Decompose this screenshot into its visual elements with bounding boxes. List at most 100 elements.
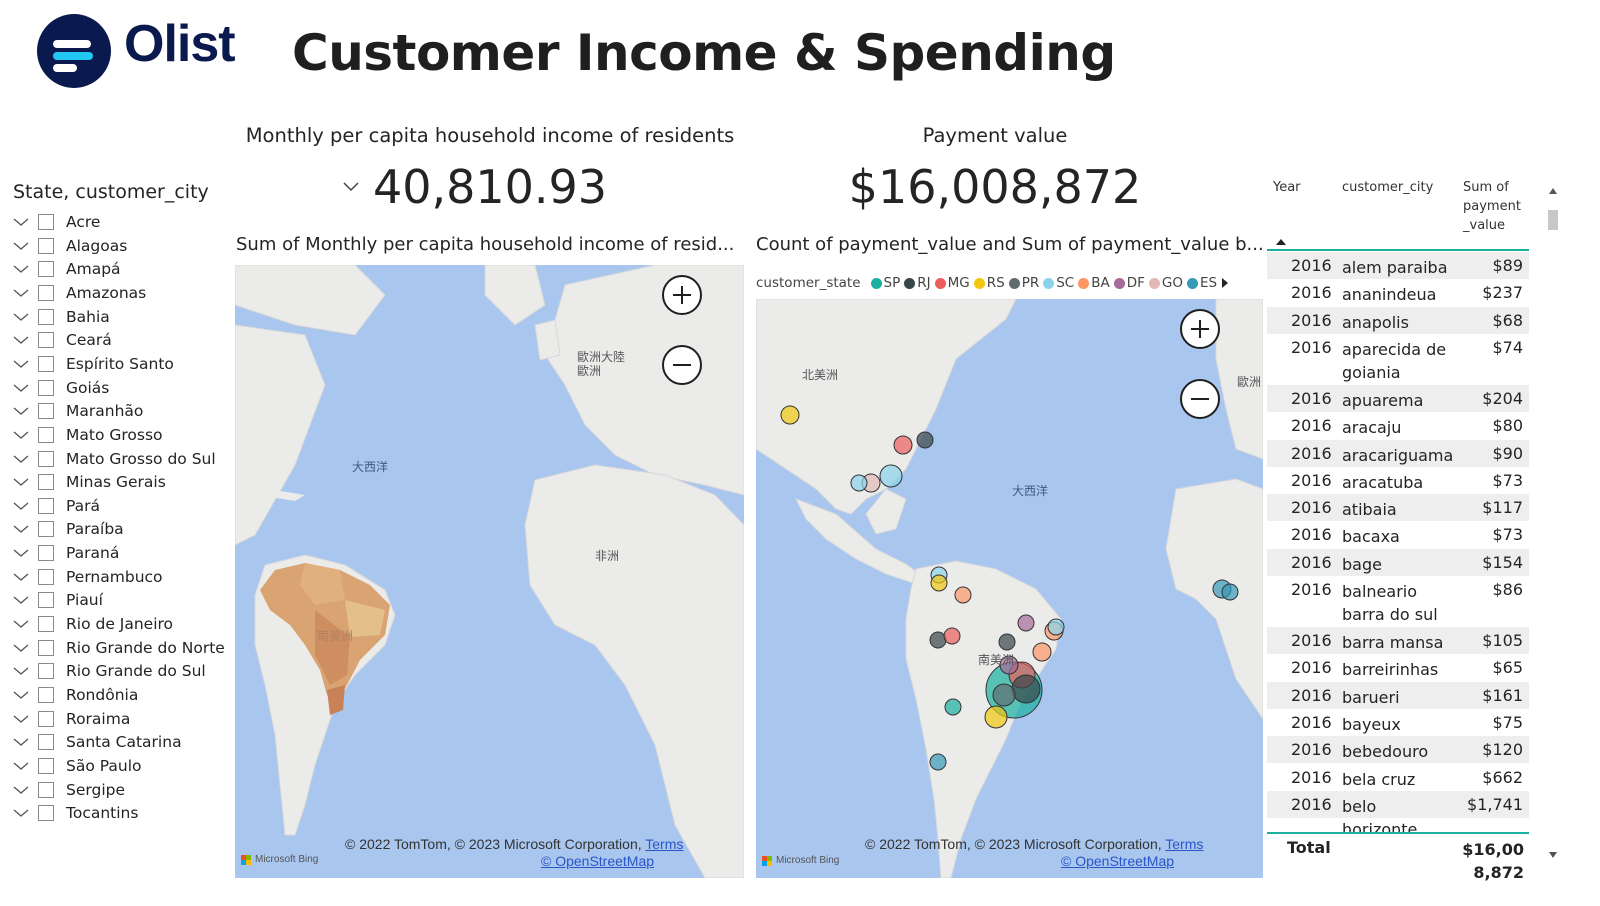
checkbox[interactable] bbox=[38, 214, 54, 230]
checkbox[interactable] bbox=[38, 285, 54, 301]
legend-item[interactable]: MG bbox=[934, 275, 970, 291]
checkbox[interactable] bbox=[38, 498, 54, 514]
table-row[interactable]: 2016 aparecida de goiania $74 bbox=[1267, 334, 1529, 385]
legend-item[interactable]: GO bbox=[1148, 275, 1183, 291]
chevron-down-icon[interactable] bbox=[12, 239, 30, 253]
checkbox[interactable] bbox=[38, 521, 54, 537]
table-row[interactable]: 2016 bebedouro $120 bbox=[1267, 736, 1529, 763]
chevron-down-icon[interactable] bbox=[12, 570, 30, 584]
slicer-item[interactable]: Santa Catarina bbox=[12, 731, 182, 753]
checkbox[interactable] bbox=[38, 782, 54, 798]
chevron-down-icon[interactable] bbox=[12, 286, 30, 300]
zoom-in-button[interactable] bbox=[662, 275, 702, 315]
table-row[interactable]: 2016 bayeux $75 bbox=[1267, 709, 1529, 736]
chevron-down-icon[interactable] bbox=[342, 180, 360, 194]
checkbox[interactable] bbox=[38, 356, 54, 372]
state-bubble[interactable] bbox=[879, 464, 903, 488]
chevron-down-icon[interactable] bbox=[12, 783, 30, 797]
chevron-down-icon[interactable] bbox=[12, 617, 30, 631]
col-header-city[interactable]: customer_city bbox=[1342, 180, 1434, 195]
chevron-down-icon[interactable] bbox=[12, 404, 30, 418]
checkbox[interactable] bbox=[38, 545, 54, 561]
legend-item[interactable]: RJ bbox=[904, 275, 931, 291]
checkbox[interactable] bbox=[38, 616, 54, 632]
state-bubble[interactable] bbox=[1011, 674, 1041, 704]
table-row[interactable]: 2016 aracariguama $90 bbox=[1267, 440, 1529, 467]
checkbox[interactable] bbox=[38, 427, 54, 443]
slicer-item[interactable]: Piauí bbox=[12, 589, 103, 611]
chevron-down-icon[interactable] bbox=[12, 333, 30, 347]
slicer-item[interactable]: Goiás bbox=[12, 377, 109, 399]
slicer-item[interactable]: Bahia bbox=[12, 306, 110, 328]
slicer-item[interactable]: Alagoas bbox=[12, 235, 127, 257]
state-bubble[interactable] bbox=[944, 698, 962, 716]
table-row[interactable]: 2016 ananindeua $237 bbox=[1267, 279, 1529, 306]
slicer-item[interactable]: Rondônia bbox=[12, 684, 138, 706]
state-bubble[interactable] bbox=[1017, 614, 1035, 632]
table-row[interactable]: 2016 belo horizonte $1,741 bbox=[1267, 791, 1529, 832]
state-bubble[interactable] bbox=[943, 627, 961, 645]
checkbox[interactable] bbox=[38, 805, 54, 821]
checkbox[interactable] bbox=[38, 687, 54, 703]
state-bubble[interactable] bbox=[893, 435, 913, 455]
state-bubble[interactable] bbox=[850, 474, 868, 492]
table-row[interactable]: 2016 bage $154 bbox=[1267, 549, 1529, 576]
table-row[interactable]: 2016 anapolis $68 bbox=[1267, 307, 1529, 334]
slicer-item[interactable]: Rio Grande do Norte bbox=[12, 637, 225, 659]
checkbox[interactable] bbox=[38, 734, 54, 750]
osm-link[interactable]: © OpenStreetMap bbox=[1061, 853, 1175, 869]
state-bubble[interactable] bbox=[1221, 583, 1239, 601]
terms-link[interactable]: Terms bbox=[1165, 836, 1204, 852]
table-row[interactable]: 2016 barreirinhas $65 bbox=[1267, 654, 1529, 681]
checkbox[interactable] bbox=[38, 640, 54, 656]
chevron-down-icon[interactable] bbox=[12, 593, 30, 607]
state-bubble[interactable] bbox=[998, 633, 1016, 651]
slicer-item[interactable]: Rio de Janeiro bbox=[12, 613, 173, 635]
osm-link[interactable]: © OpenStreetMap bbox=[541, 853, 655, 869]
chevron-down-icon[interactable] bbox=[12, 499, 30, 513]
chevron-down-icon[interactable] bbox=[12, 712, 30, 726]
zoom-out-button[interactable] bbox=[1180, 379, 1220, 419]
income-filled-map[interactable]: 歐洲大陸 歐洲 大西洋 非洲 南美洲 Microsoft Bing © 2022 … bbox=[235, 265, 744, 878]
checkbox[interactable] bbox=[38, 403, 54, 419]
slicer-item[interactable]: Sergipe bbox=[12, 779, 125, 801]
zoom-in-button[interactable] bbox=[1180, 309, 1220, 349]
col-header-payment[interactable]: Sum of payment _value bbox=[1463, 180, 1521, 233]
state-bubble[interactable] bbox=[929, 753, 947, 771]
zoom-out-button[interactable] bbox=[662, 345, 702, 385]
legend-next-icon[interactable] bbox=[1221, 277, 1229, 289]
terms-link[interactable]: Terms bbox=[645, 836, 684, 852]
slicer-item[interactable]: Tocantins bbox=[12, 802, 138, 824]
legend-item[interactable]: SP bbox=[870, 275, 900, 291]
slicer-item[interactable]: Paraná bbox=[12, 542, 119, 564]
sort-ascending-icon[interactable] bbox=[1275, 238, 1287, 246]
state-bubble[interactable] bbox=[984, 705, 1008, 729]
checkbox[interactable] bbox=[38, 309, 54, 325]
slicer-item[interactable]: Mato Grosso bbox=[12, 424, 163, 446]
chevron-down-icon[interactable] bbox=[12, 759, 30, 773]
checkbox[interactable] bbox=[38, 261, 54, 277]
state-bubble[interactable] bbox=[1047, 618, 1065, 636]
legend-item[interactable]: DF bbox=[1113, 275, 1145, 291]
state-bubble[interactable] bbox=[999, 655, 1019, 675]
table-row[interactable]: 2016 atibaia $117 bbox=[1267, 494, 1529, 521]
chevron-down-icon[interactable] bbox=[12, 546, 30, 560]
state-bubble[interactable] bbox=[1032, 642, 1052, 662]
chevron-down-icon[interactable] bbox=[12, 475, 30, 489]
chevron-down-icon[interactable] bbox=[12, 428, 30, 442]
slicer-item[interactable]: Pará bbox=[12, 495, 100, 517]
legend-item[interactable]: SC bbox=[1043, 275, 1074, 291]
checkbox[interactable] bbox=[38, 474, 54, 490]
chevron-down-icon[interactable] bbox=[12, 806, 30, 820]
chevron-down-icon[interactable] bbox=[12, 664, 30, 678]
state-bubble[interactable] bbox=[916, 431, 934, 449]
slicer-item[interactable]: Paraíba bbox=[12, 518, 124, 540]
slicer-item[interactable]: Minas Gerais bbox=[12, 471, 166, 493]
table-row[interactable]: 2016 alem paraiba $89 bbox=[1267, 252, 1529, 279]
slicer-item[interactable]: Maranhão bbox=[12, 400, 143, 422]
chevron-down-icon[interactable] bbox=[12, 688, 30, 702]
checkbox[interactable] bbox=[38, 592, 54, 608]
chevron-down-icon[interactable] bbox=[12, 310, 30, 324]
col-header-year[interactable]: Year bbox=[1273, 180, 1301, 195]
checkbox[interactable] bbox=[38, 663, 54, 679]
